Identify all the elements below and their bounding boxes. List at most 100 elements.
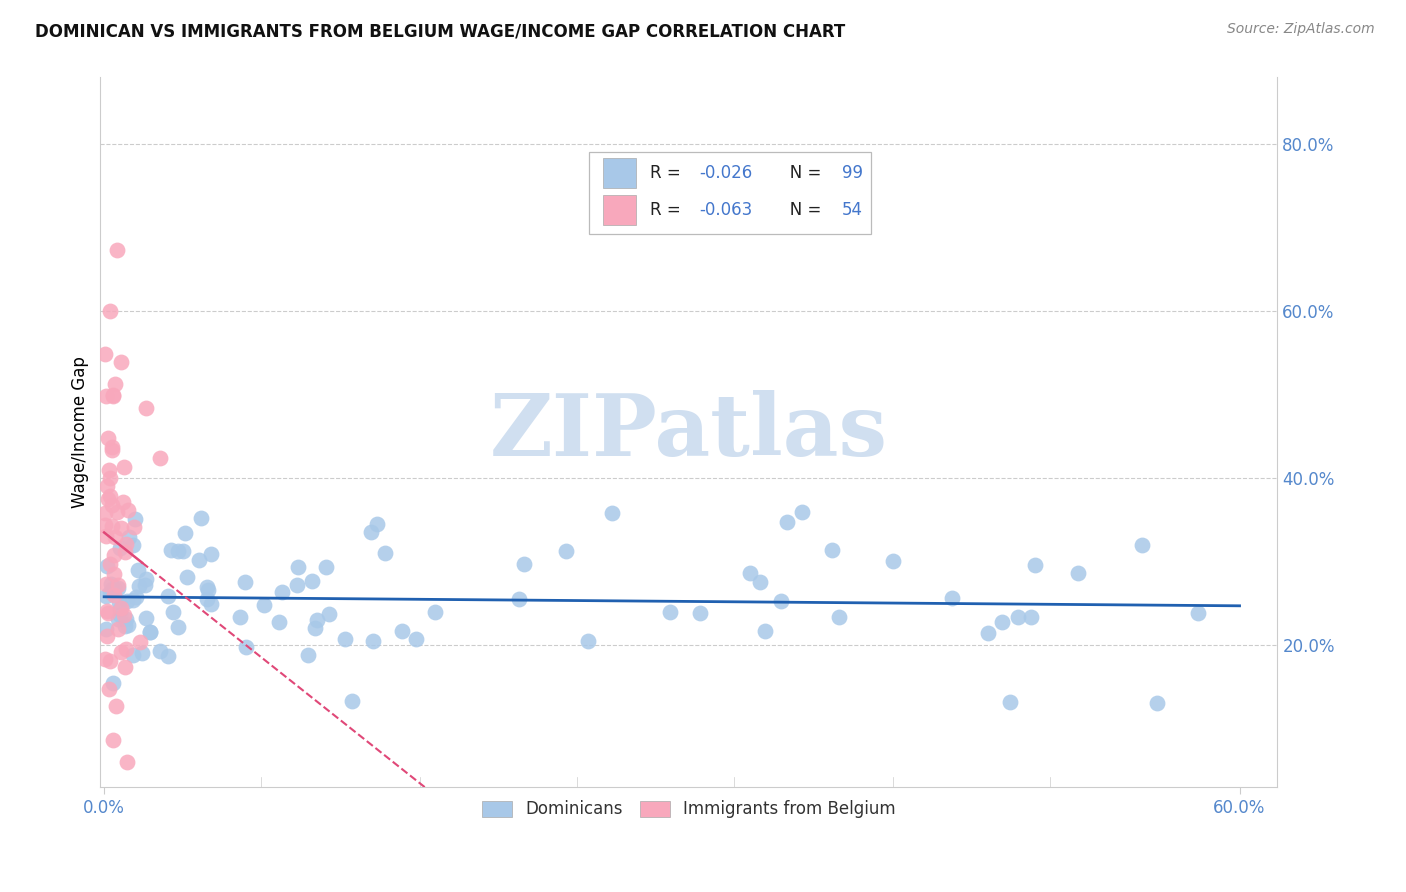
Point bbox=[112, 608, 135, 623]
Point bbox=[882, 554, 904, 568]
Point bbox=[115, 755, 138, 769]
Point bbox=[107, 577, 129, 591]
Point bbox=[770, 594, 793, 608]
Text: N =: N = bbox=[773, 202, 827, 219]
Point bbox=[363, 633, 385, 648]
Point bbox=[110, 521, 132, 535]
Point bbox=[108, 602, 131, 616]
Point bbox=[94, 577, 117, 591]
Point bbox=[160, 542, 183, 557]
Point bbox=[200, 597, 222, 611]
Point bbox=[197, 582, 219, 597]
Point bbox=[1187, 607, 1209, 621]
Point bbox=[124, 512, 146, 526]
Point bbox=[315, 559, 337, 574]
Point bbox=[97, 681, 120, 696]
Point bbox=[110, 600, 132, 615]
Point bbox=[576, 633, 599, 648]
Y-axis label: Wage/Income Gap: Wage/Income Gap bbox=[72, 357, 89, 508]
Point bbox=[658, 606, 681, 620]
Point bbox=[127, 563, 149, 577]
Point bbox=[738, 566, 761, 581]
Point bbox=[149, 644, 172, 658]
Text: Source: ZipAtlas.com: Source: ZipAtlas.com bbox=[1227, 22, 1375, 37]
Point bbox=[98, 654, 121, 668]
Point bbox=[1130, 539, 1153, 553]
Point bbox=[98, 303, 121, 318]
Point bbox=[776, 516, 799, 530]
Point bbox=[318, 607, 340, 621]
Point bbox=[138, 624, 160, 639]
Point bbox=[94, 590, 117, 604]
Point bbox=[1146, 697, 1168, 711]
Point bbox=[98, 585, 121, 599]
Point bbox=[103, 581, 125, 595]
Text: ZIPatlas: ZIPatlas bbox=[489, 391, 887, 475]
Point bbox=[97, 492, 120, 507]
Point bbox=[107, 243, 129, 257]
Bar bbox=[603, 195, 636, 225]
Point bbox=[366, 516, 388, 531]
Point bbox=[235, 640, 257, 655]
Point bbox=[107, 623, 129, 637]
Point bbox=[107, 595, 129, 609]
Point bbox=[305, 613, 328, 627]
Point bbox=[374, 546, 396, 560]
Point bbox=[101, 676, 124, 690]
Point bbox=[156, 589, 179, 603]
Point bbox=[135, 401, 157, 416]
Point bbox=[304, 621, 326, 635]
Point bbox=[991, 615, 1014, 629]
Text: -0.026: -0.026 bbox=[699, 164, 752, 182]
Point bbox=[195, 592, 218, 607]
Point bbox=[114, 612, 136, 626]
Point bbox=[101, 440, 124, 454]
Point bbox=[98, 463, 121, 477]
Point bbox=[101, 389, 124, 403]
Point bbox=[96, 604, 118, 618]
Point bbox=[267, 615, 290, 630]
Point bbox=[98, 558, 121, 572]
Point bbox=[148, 451, 170, 466]
Point bbox=[138, 624, 160, 639]
Point bbox=[131, 646, 153, 660]
Point bbox=[101, 387, 124, 401]
Point bbox=[101, 582, 124, 596]
Point bbox=[360, 525, 382, 540]
Text: 99: 99 bbox=[842, 164, 863, 182]
Point bbox=[94, 518, 117, 533]
Point bbox=[176, 570, 198, 584]
Point bbox=[228, 609, 250, 624]
Point bbox=[94, 651, 117, 665]
Point bbox=[253, 598, 276, 612]
Point bbox=[103, 377, 125, 392]
Point bbox=[187, 552, 209, 566]
Point bbox=[333, 632, 356, 646]
Point bbox=[122, 592, 145, 607]
Point bbox=[134, 578, 156, 592]
Point bbox=[114, 545, 136, 559]
Point bbox=[166, 619, 188, 633]
Point bbox=[508, 592, 530, 607]
Point bbox=[94, 622, 117, 636]
Point bbox=[112, 459, 135, 474]
Point bbox=[828, 610, 851, 624]
Point bbox=[125, 590, 148, 604]
Point bbox=[122, 520, 145, 534]
Point bbox=[104, 698, 127, 713]
Point bbox=[689, 606, 711, 620]
Point bbox=[821, 543, 844, 558]
Point bbox=[108, 541, 131, 555]
Point bbox=[98, 489, 121, 503]
Point bbox=[96, 389, 118, 403]
Point bbox=[135, 572, 157, 586]
Point bbox=[96, 559, 118, 574]
Point bbox=[107, 582, 129, 596]
Point bbox=[101, 442, 124, 457]
Point bbox=[103, 588, 125, 602]
Point bbox=[105, 505, 128, 519]
Point bbox=[97, 606, 120, 620]
Point bbox=[423, 605, 446, 619]
Point bbox=[754, 624, 776, 638]
Point bbox=[1067, 566, 1090, 581]
